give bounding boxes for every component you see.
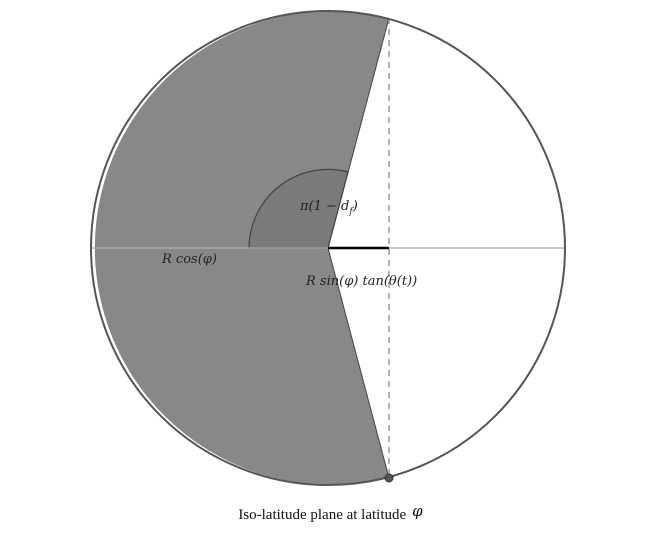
figure-caption: Iso-latitude plane at latitude φ <box>0 502 661 524</box>
outer-circle <box>90 10 566 486</box>
caption-text: Iso-latitude plane at latitude <box>238 507 407 523</box>
radius-cos-label: R cos(φ) <box>161 252 217 267</box>
offset-label: R sin(φ) tan(θ(t)) <box>305 274 417 289</box>
angle-label: π(1 − df) <box>299 199 358 217</box>
caption-phi-symbol: φ <box>412 502 423 520</box>
angle-wedge <box>248 168 349 249</box>
divider-line-bottom <box>327 247 390 479</box>
chord-endpoint <box>384 473 394 483</box>
divider-line-top <box>327 17 390 249</box>
